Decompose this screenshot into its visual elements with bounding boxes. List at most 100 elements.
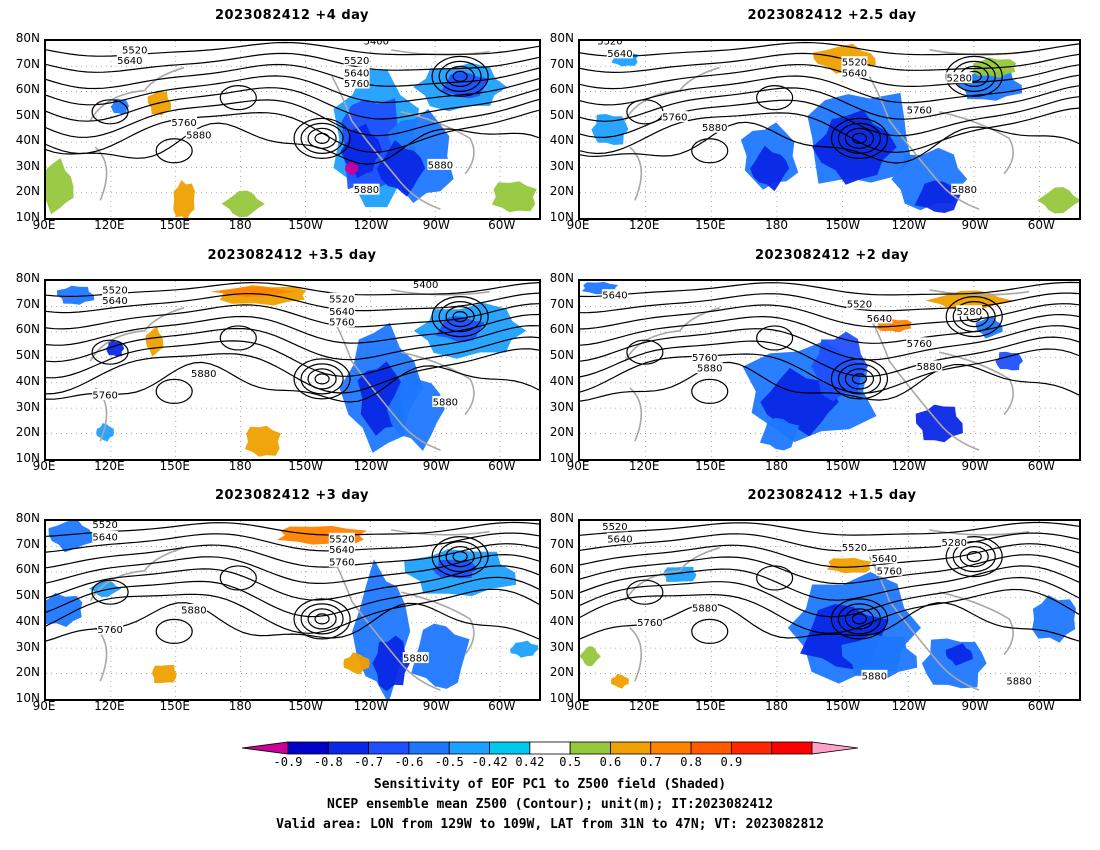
- closed-contour: [844, 368, 875, 390]
- colorbar-arrow-right: [811, 741, 859, 755]
- contour-label: 5880: [433, 398, 458, 409]
- contour-label: 5760: [692, 353, 717, 364]
- contour-label: 5760: [344, 79, 369, 90]
- colorbar-tick-label: 0.6: [599, 755, 622, 769]
- contour-label: 5640: [92, 533, 117, 544]
- contour-label-bg: [1006, 675, 1033, 687]
- contour-label: 5640: [329, 545, 354, 556]
- lat-tick-label: 60N: [15, 322, 40, 337]
- panel-title: 2023082412 +4 day: [214, 8, 370, 23]
- contour-label: 5880: [952, 185, 977, 196]
- coastline: [868, 76, 980, 210]
- colorbar-tick-label: -0.5: [434, 755, 464, 769]
- contour-label: 5520: [329, 294, 354, 305]
- closed-contour: [966, 550, 982, 563]
- contour-label: 5520: [842, 543, 867, 554]
- lon-tick-label: 180: [228, 699, 252, 713]
- closed-contour: [314, 373, 330, 385]
- coastline: [624, 306, 720, 362]
- z500-contour: [46, 98, 539, 138]
- z500-contour: [580, 588, 1079, 635]
- contour-label-bg: [102, 283, 129, 295]
- colorbar-tick-label: 0.9: [720, 755, 743, 769]
- contour-label-bg: [841, 56, 868, 68]
- contour-label: 5760: [637, 618, 662, 629]
- lat-tick-label: 70N: [549, 296, 574, 311]
- contour-label: 5640: [329, 307, 354, 318]
- lat-tick-label: 10N: [549, 451, 574, 465]
- contour-label: 5880: [692, 604, 717, 615]
- contour-label: 5760: [97, 625, 122, 636]
- lat-tick-label: 50N: [549, 588, 574, 603]
- contour-label: 5400: [413, 281, 438, 291]
- contour-label-bg: [636, 616, 663, 628]
- contour-label: 5520: [344, 56, 369, 67]
- lon-tick-label: 150W: [825, 459, 861, 473]
- coastline: [929, 289, 1030, 296]
- z500-contour: [580, 107, 1079, 155]
- contour-label-bg: [606, 532, 633, 544]
- colorbar: -0.9 -0.8 -0.7 -0.6 -0.5 -0.42 0.42 0.5 0.6 0.7 0.…: [240, 740, 860, 780]
- contour-label-bg: [97, 623, 124, 635]
- closed-contour: [945, 295, 1003, 338]
- closed-contour: [438, 540, 482, 573]
- sensitivity-shading: [663, 566, 697, 582]
- coastline: [89, 306, 185, 362]
- contour-label-bg: [116, 54, 143, 66]
- closed-contour: [952, 540, 996, 573]
- contour-label-bg: [328, 532, 355, 544]
- sensitivity-shading: [221, 190, 265, 218]
- closed-contour: [300, 603, 344, 635]
- contour-label: 5640: [867, 314, 892, 325]
- closed-contour: [300, 363, 344, 395]
- z500-contour: [580, 52, 1079, 74]
- contour-label-bg: [328, 315, 355, 327]
- coastline: [929, 529, 1030, 536]
- contour-label: 5400: [364, 41, 389, 48]
- sensitivity-shading: [386, 367, 445, 451]
- contour-label-bg: [328, 543, 355, 555]
- colorbar-swatch: [771, 741, 813, 755]
- lon-tick-label: 60W: [1027, 218, 1055, 232]
- closed-contour: [307, 608, 337, 630]
- z500-contour: [46, 324, 539, 363]
- closed-contour: [959, 545, 989, 568]
- contour-label-bg: [363, 41, 390, 46]
- lon-tick-label: 150W: [825, 699, 861, 713]
- colorbar-tick-label: 0.5: [559, 755, 581, 769]
- closed-contour: [844, 608, 875, 630]
- contour-label: 5880: [181, 606, 206, 617]
- closed-contour: [626, 339, 664, 365]
- closed-contour: [431, 295, 489, 338]
- contour-label: 5280: [947, 74, 972, 85]
- z500-contour: [46, 63, 539, 90]
- z500-contour: [46, 576, 539, 618]
- contour-label-bg: [841, 66, 868, 78]
- closed-contour: [293, 117, 351, 159]
- contour-label-bg: [171, 116, 198, 128]
- lon-tick-label: 90W: [961, 699, 989, 713]
- contour-label: 5640: [607, 534, 632, 545]
- coastline: [89, 546, 185, 602]
- z500-contour: [580, 63, 1079, 90]
- z500-contour: [46, 553, 539, 585]
- colorbar-swatch: [690, 741, 732, 755]
- contour-label: 5520: [92, 521, 117, 531]
- contour-label: 5760: [877, 566, 902, 577]
- lon-tick-label: 120E: [628, 218, 660, 232]
- contour-label-bg: [328, 305, 355, 317]
- contour-label: 5520: [847, 300, 872, 311]
- z500-contour: [580, 292, 1079, 314]
- lat-tick-label: 80N: [549, 271, 574, 285]
- contour-label: 5280: [956, 307, 981, 318]
- closed-contour: [844, 127, 875, 149]
- colorbar-swatch: [327, 741, 370, 755]
- lon-tick-label: 180: [765, 459, 788, 473]
- sensitivity-shading: [510, 640, 539, 658]
- closed-contour: [830, 598, 889, 640]
- lat-tick-label: 60N: [549, 82, 574, 97]
- contour-label: 5520: [602, 522, 627, 533]
- coastline: [400, 111, 475, 175]
- lat-tick-label: 20N: [549, 184, 574, 199]
- closed-contour: [314, 613, 330, 625]
